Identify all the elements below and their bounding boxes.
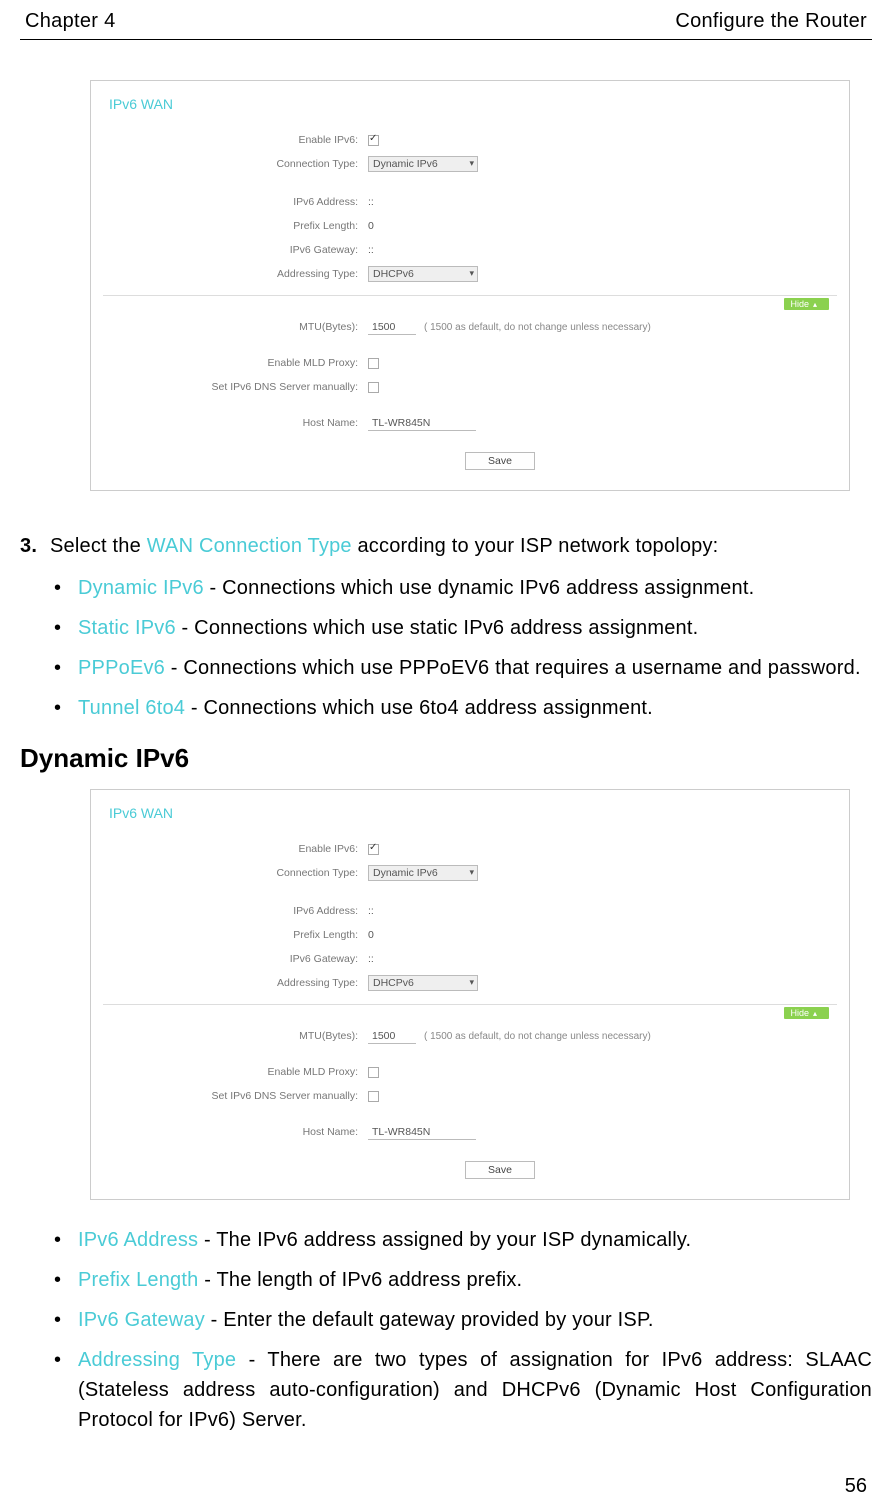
addressing-type-select[interactable]: DHCPv6	[368, 266, 478, 282]
panel-title: IPv6 WAN	[91, 790, 849, 831]
hostname-label: Host Name:	[103, 417, 368, 429]
save-button[interactable]: Save	[465, 452, 535, 470]
ipv6-gateway-value: ::	[368, 244, 837, 256]
header-left: Chapter 4	[25, 10, 116, 33]
content-block-1: 3. Select the WAN Connection Type accord…	[20, 531, 872, 723]
panel-body: Enable IPv6: Connection Type: Dynamic IP…	[91, 122, 849, 490]
panel-title: IPv6 WAN	[91, 81, 849, 122]
prefix-length-label: Prefix Length:	[103, 220, 368, 232]
ipv6-address-label: IPv6 Address:	[103, 905, 368, 917]
list-item: IPv6 Address - The IPv6 address assigned…	[50, 1225, 872, 1255]
mld-proxy-checkbox[interactable]	[368, 1067, 379, 1078]
connection-type-select[interactable]: Dynamic IPv6	[368, 865, 478, 881]
dns-manual-label: Set IPv6 DNS Server manually:	[103, 1090, 368, 1102]
connection-type-label: Connection Type:	[103, 867, 368, 879]
dynamic-ipv6-field-list: IPv6 Address - The IPv6 address assigned…	[50, 1225, 872, 1435]
hostname-input[interactable]: TL-WR845N	[368, 1125, 476, 1140]
enable-ipv6-checkbox[interactable]	[368, 135, 379, 146]
connection-type-label: Connection Type:	[103, 158, 368, 170]
dns-manual-label: Set IPv6 DNS Server manually:	[103, 381, 368, 393]
content-block-2: IPv6 Address - The IPv6 address assigned…	[20, 1225, 872, 1435]
hide-button[interactable]: Hide	[784, 298, 829, 310]
ipv6-wan-screenshot-1: IPv6 WAN Enable IPv6: Connection Type: D…	[90, 80, 850, 491]
dns-manual-checkbox[interactable]	[368, 1091, 379, 1102]
list-item: Prefix Length - The length of IPv6 addre…	[50, 1265, 872, 1295]
mld-proxy-checkbox[interactable]	[368, 358, 379, 369]
mtu-note: ( 1500 as default, do not change unless …	[424, 1031, 651, 1042]
connection-type-select[interactable]: Dynamic IPv6	[368, 156, 478, 172]
connection-type-list: Dynamic IPv6 - Connections which use dyn…	[50, 573, 872, 723]
hostname-input[interactable]: TL-WR845N	[368, 416, 476, 431]
list-item: Dynamic IPv6 - Connections which use dyn…	[50, 573, 872, 603]
page-number: 56	[20, 1475, 872, 1498]
wan-connection-type-term: WAN Connection Type	[147, 535, 352, 557]
step-number: 3.	[20, 531, 50, 561]
list-item: Addressing Type - There are two types of…	[50, 1345, 872, 1435]
prefix-length-value: 0	[368, 220, 837, 232]
divider: Hide	[103, 1004, 837, 1021]
enable-ipv6-label: Enable IPv6:	[103, 843, 368, 855]
ipv6-address-value: ::	[368, 196, 837, 208]
ipv6-gateway-label: IPv6 Gateway:	[103, 244, 368, 256]
hostname-label: Host Name:	[103, 1126, 368, 1138]
mtu-label: MTU(Bytes):	[103, 321, 368, 333]
enable-ipv6-label: Enable IPv6:	[103, 134, 368, 146]
mtu-input[interactable]: 1500	[368, 1029, 416, 1044]
list-item: Tunnel 6to4 - Connections which use 6to4…	[50, 693, 872, 723]
save-button[interactable]: Save	[465, 1161, 535, 1179]
prefix-length-value: 0	[368, 929, 837, 941]
addressing-type-select[interactable]: DHCPv6	[368, 975, 478, 991]
list-item: IPv6 Gateway - Enter the default gateway…	[50, 1305, 872, 1335]
prefix-length-label: Prefix Length:	[103, 929, 368, 941]
dns-manual-checkbox[interactable]	[368, 382, 379, 393]
ipv6-gateway-label: IPv6 Gateway:	[103, 953, 368, 965]
list-item: Static IPv6 - Connections which use stat…	[50, 613, 872, 643]
ipv6-address-label: IPv6 Address:	[103, 196, 368, 208]
page-header: Chapter 4 Configure the Router	[20, 10, 872, 40]
divider: Hide	[103, 295, 837, 312]
header-right: Configure the Router	[675, 10, 867, 33]
ipv6-address-value: ::	[368, 905, 837, 917]
mtu-note: ( 1500 as default, do not change unless …	[424, 322, 651, 333]
mtu-label: MTU(Bytes):	[103, 1030, 368, 1042]
panel-body: Enable IPv6: Connection Type: Dynamic IP…	[91, 831, 849, 1199]
addressing-type-label: Addressing Type:	[103, 268, 368, 280]
step-text: Select the WAN Connection Type according…	[50, 531, 718, 561]
ipv6-wan-screenshot-2: IPv6 WAN Enable IPv6: Connection Type: D…	[90, 789, 850, 1200]
list-item: PPPoEv6 - Connections which use PPPoEV6 …	[50, 653, 872, 683]
hide-button[interactable]: Hide	[784, 1007, 829, 1019]
ipv6-gateway-value: ::	[368, 953, 837, 965]
page: Chapter 4 Configure the Router IPv6 WAN …	[0, 0, 892, 1508]
mld-proxy-label: Enable MLD Proxy:	[103, 1066, 368, 1078]
addressing-type-label: Addressing Type:	[103, 977, 368, 989]
mtu-input[interactable]: 1500	[368, 320, 416, 335]
mld-proxy-label: Enable MLD Proxy:	[103, 357, 368, 369]
step-3: 3. Select the WAN Connection Type accord…	[20, 531, 872, 561]
enable-ipv6-checkbox[interactable]	[368, 844, 379, 855]
dynamic-ipv6-heading: Dynamic IPv6	[20, 743, 872, 774]
